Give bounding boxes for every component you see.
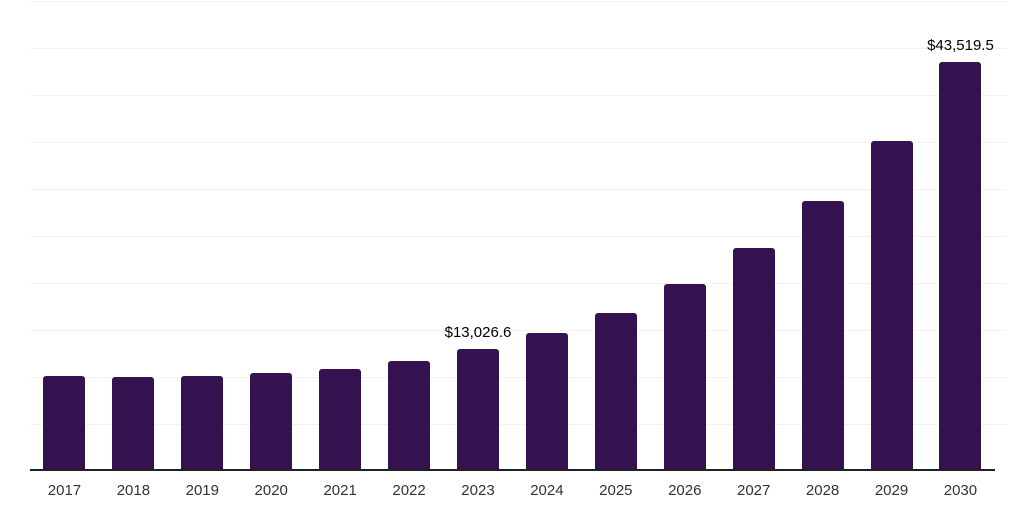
x-axis-label-2030: 2030	[943, 482, 978, 499]
bar-column-2018	[99, 1, 168, 471]
bar-column-2030: $43,519.5	[926, 1, 995, 471]
bar-2021	[319, 369, 362, 471]
bar-columns: $13,026.6 $43,519.5	[30, 1, 995, 471]
x-axis-line	[30, 469, 995, 471]
x-axis-label-2019: 2019	[185, 482, 219, 499]
bar-column-2026	[650, 1, 719, 471]
bar-2027	[732, 247, 775, 471]
data-label-2023: $13,026.6	[444, 323, 512, 341]
x-axis-label-2023: 2023	[461, 482, 495, 499]
x-axis-label-2026: 2026	[668, 482, 702, 499]
bar-2024	[525, 332, 568, 471]
bar-2020	[250, 372, 293, 471]
gridline	[30, 48, 1007, 49]
bar-column-2020	[237, 1, 306, 471]
bar-2026	[663, 284, 706, 471]
x-axis-label-2029: 2029	[874, 482, 909, 499]
x-axis-label-2020: 2020	[254, 482, 288, 499]
plot-area: $13,026.6 $43,519.5	[30, 1, 1007, 471]
x-axis-label-2022: 2022	[392, 482, 426, 499]
bar-column-2022	[375, 1, 444, 471]
x-axis-label-2018: 2018	[116, 482, 151, 499]
x-axis-label-2027: 2027	[736, 482, 771, 499]
bar-2019	[181, 376, 224, 471]
bar-column-2019	[168, 1, 237, 471]
bar-2030	[939, 61, 982, 471]
bar-2022	[388, 361, 431, 471]
bar-2029	[870, 141, 913, 471]
bar-column-2028	[788, 1, 857, 471]
gridlines	[30, 1, 1007, 471]
bar-2025	[594, 312, 637, 471]
gridline	[30, 377, 1007, 378]
bar-2023	[456, 348, 499, 471]
gridline	[30, 424, 1007, 425]
bar-column-2017	[30, 1, 99, 471]
x-axis-label-2025: 2025	[599, 482, 633, 499]
bar-2018	[112, 377, 155, 471]
bar-column-2021	[306, 1, 375, 471]
bar-column-2024	[512, 1, 581, 471]
bar-column-2025	[581, 1, 650, 471]
x-axis-label-2021: 2021	[323, 482, 357, 499]
gridline	[30, 189, 1007, 190]
x-axis-label-2024: 2024	[530, 482, 564, 499]
bar-column-2027	[719, 1, 788, 471]
x-axis-label-2028: 2028	[805, 482, 840, 499]
bar-column-2023: $13,026.6	[444, 1, 513, 471]
gridline	[30, 283, 1007, 284]
data-label-2030: $43,519.5	[927, 36, 994, 54]
gridline	[30, 1, 1007, 2]
bar-column-2029	[857, 1, 926, 471]
gridline	[30, 330, 1007, 331]
bar-2028	[801, 200, 844, 471]
gridline	[30, 142, 1007, 143]
x-axis-labels: 2017 2018 2019 2020 2021 2022 2023 2024 2025 2026…	[30, 481, 995, 501]
gridline	[30, 236, 1007, 237]
gridline	[30, 95, 1007, 96]
x-axis-label-2017: 2017	[47, 482, 82, 499]
bar-2017	[43, 375, 86, 471]
